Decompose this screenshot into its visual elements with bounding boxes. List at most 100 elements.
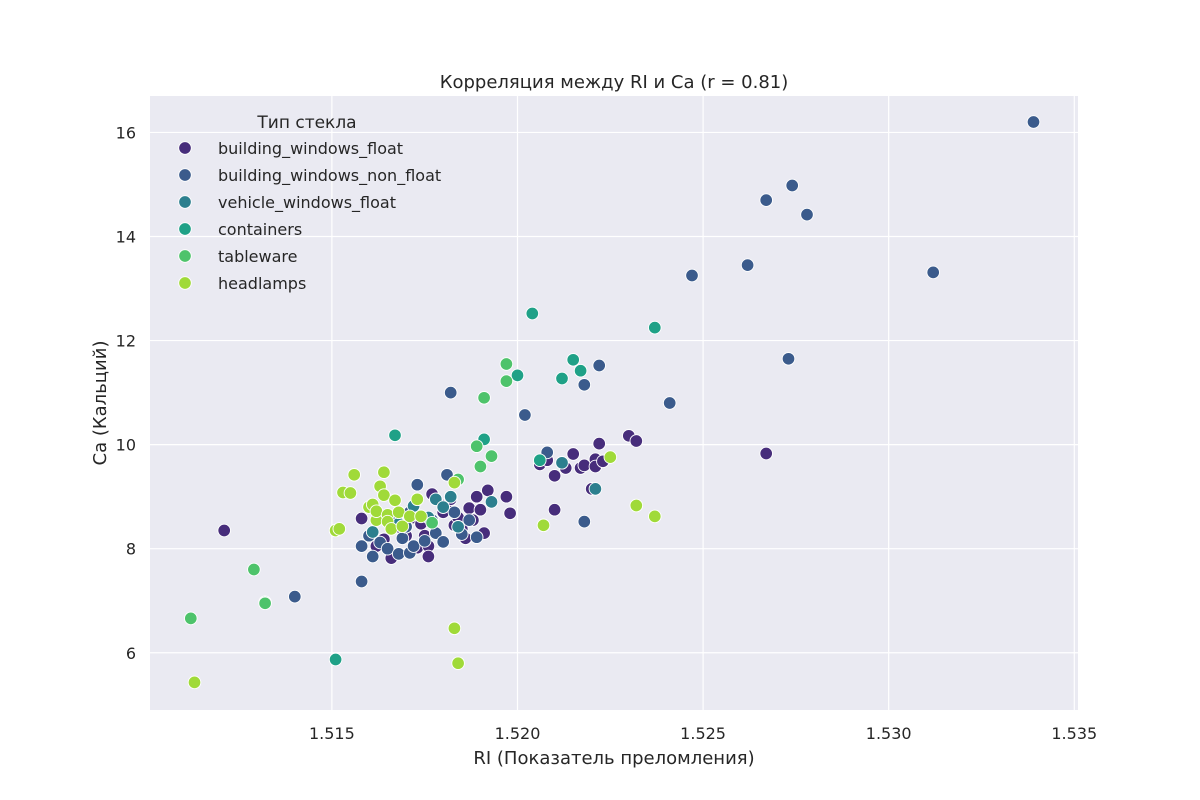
data-point	[354, 539, 369, 553]
data-point	[648, 509, 662, 524]
legend-label: containers	[218, 220, 302, 239]
data-point	[469, 489, 484, 504]
data-point	[365, 525, 380, 539]
x-tick-label: 1.535	[1051, 724, 1097, 743]
series-headlamps	[187, 450, 662, 690]
data-point	[566, 353, 580, 367]
y-tick-label: 6	[126, 644, 136, 663]
data-point	[377, 465, 391, 479]
data-point	[573, 363, 588, 378]
data-point	[662, 396, 677, 410]
data-point	[384, 522, 399, 536]
legend-item: building_windows_non_float	[178, 166, 441, 186]
legend-label: building_windows_float	[218, 139, 403, 159]
y-tick-label: 8	[126, 540, 136, 559]
data-point	[451, 520, 465, 534]
legend-item: vehicle_windows_float	[178, 193, 396, 213]
data-point	[473, 502, 488, 517]
data-point	[354, 574, 369, 589]
data-point	[332, 522, 347, 536]
data-point	[547, 469, 562, 483]
data-point	[406, 539, 421, 553]
data-point	[395, 519, 410, 534]
data-point	[187, 675, 202, 690]
data-point	[566, 447, 580, 461]
y-tick-label: 14	[116, 227, 136, 246]
data-point	[785, 178, 799, 193]
data-point	[288, 589, 302, 604]
legend-marker	[178, 168, 192, 182]
data-point	[417, 534, 432, 548]
data-point	[629, 434, 644, 448]
data-point	[343, 486, 358, 500]
legend-item: containers	[178, 220, 302, 239]
x-axis-ticks: 1.515 1.520 1.525 1.530 1.535	[309, 724, 1097, 743]
legend-marker	[178, 222, 192, 236]
data-point	[800, 207, 814, 222]
data-point	[781, 352, 796, 366]
chart-title: Корреляция между RI и Ca (r = 0.81)	[440, 72, 789, 93]
x-axis-label: RI (Показатель преломления)	[473, 748, 754, 769]
legend-item: building_windows_float	[178, 139, 403, 159]
data-point	[555, 456, 569, 470]
legend-label: headlamps	[218, 274, 306, 293]
data-point	[740, 258, 755, 272]
data-point	[629, 498, 644, 513]
y-tick-label: 10	[116, 436, 136, 455]
data-point	[369, 504, 384, 518]
data-point	[425, 515, 439, 530]
x-tick-label: 1.525	[680, 724, 726, 743]
data-point	[217, 523, 231, 538]
data-point	[443, 489, 458, 504]
data-point	[247, 562, 261, 577]
data-point	[410, 492, 425, 507]
data-point	[525, 306, 540, 321]
grid	[150, 96, 1078, 710]
data-point	[577, 378, 592, 392]
data-point	[395, 531, 410, 546]
data-point	[1026, 115, 1041, 129]
data-point	[592, 436, 606, 451]
data-point	[484, 495, 499, 509]
data-point	[443, 385, 458, 400]
data-point	[547, 502, 562, 517]
data-point	[414, 509, 428, 524]
legend-label: tableware	[218, 247, 297, 266]
data-point	[447, 475, 462, 490]
data-point	[447, 621, 462, 636]
data-point	[477, 391, 491, 405]
data-point	[518, 408, 532, 422]
data-point	[258, 596, 272, 611]
data-point	[388, 428, 402, 443]
data-point	[484, 449, 499, 463]
legend-label: building_windows_non_float	[218, 166, 441, 186]
data-point	[388, 493, 402, 508]
data-point	[380, 541, 395, 556]
legend-marker	[178, 249, 192, 263]
y-axis-label: Ca (Кальций)	[90, 341, 111, 466]
data-point	[510, 368, 525, 383]
data-point	[391, 547, 406, 561]
data-point	[577, 514, 592, 529]
data-point	[473, 459, 488, 474]
data-point	[503, 506, 517, 521]
legend-marker	[178, 141, 192, 155]
data-point	[469, 530, 484, 544]
plot-area	[150, 96, 1078, 710]
data-point	[481, 483, 495, 498]
data-point	[499, 374, 514, 388]
data-point	[462, 513, 476, 527]
data-point	[469, 439, 484, 453]
legend: Тип стекла building_windows_floatbuildin…	[178, 113, 441, 293]
data-point	[592, 358, 606, 373]
data-point	[588, 482, 603, 496]
x-tick-label: 1.520	[495, 724, 541, 743]
data-point	[759, 193, 773, 207]
data-point	[462, 501, 476, 515]
data-point	[451, 656, 465, 670]
legend-title: Тип стекла	[256, 113, 356, 133]
data-point	[759, 446, 773, 461]
data-point	[926, 265, 940, 280]
data-point	[447, 505, 462, 520]
